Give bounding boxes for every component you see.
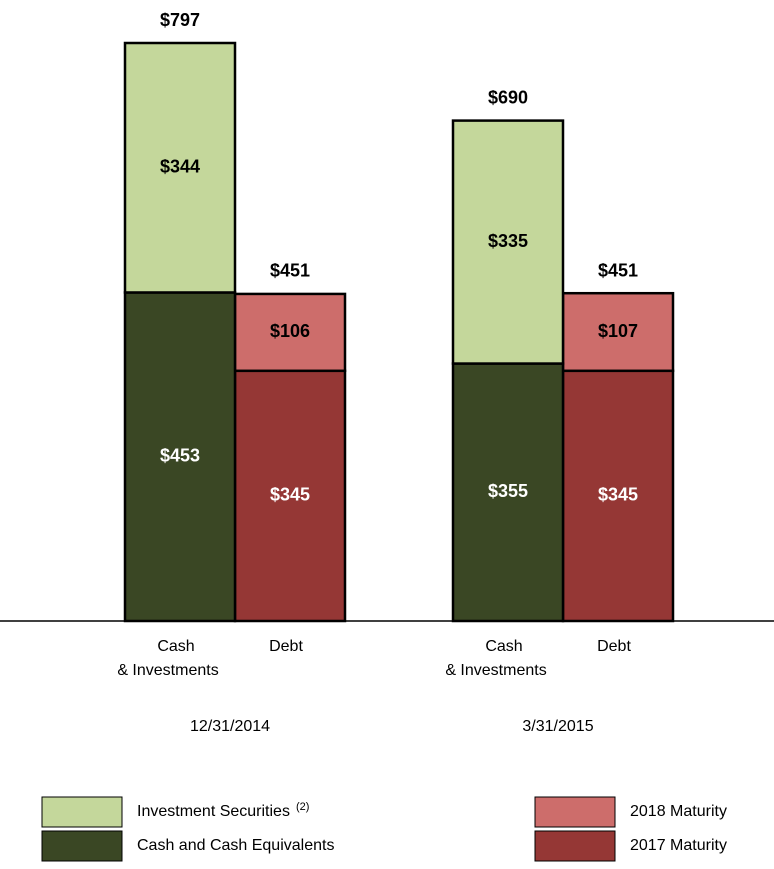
bar-segment bbox=[561, 369, 675, 623]
bar-segment bbox=[123, 291, 237, 623]
legend-swatch bbox=[41, 830, 123, 862]
total-label: $451 bbox=[270, 261, 310, 281]
total-label: $451 bbox=[598, 261, 638, 281]
legend-swatch bbox=[534, 796, 616, 828]
bar-segment bbox=[233, 292, 347, 373]
x-tick-label: & Investments bbox=[117, 662, 218, 679]
x-tick-label: Debt bbox=[269, 638, 303, 655]
x-tick-label: & Investments bbox=[445, 662, 546, 679]
bar-segment bbox=[233, 369, 347, 623]
legend-name: 2018 Maturity bbox=[630, 803, 727, 820]
bar-segment bbox=[561, 291, 675, 373]
bar-segment bbox=[123, 41, 237, 294]
value-label: $345 bbox=[598, 485, 638, 505]
legend-label: 2017 Maturity bbox=[630, 837, 727, 854]
value-label: $355 bbox=[488, 481, 528, 501]
value-label: $107 bbox=[598, 321, 638, 341]
legend-label: Investment Securities (2) bbox=[137, 801, 309, 820]
legend-swatch bbox=[41, 796, 123, 828]
x-tick-label: Cash bbox=[157, 638, 194, 655]
value-label: $106 bbox=[270, 321, 310, 341]
bar-segment bbox=[451, 119, 565, 365]
legend-swatch bbox=[534, 830, 616, 862]
value-label: $453 bbox=[160, 445, 200, 465]
value-label: $345 bbox=[270, 485, 310, 505]
legend-note: (2) bbox=[296, 801, 309, 813]
x-tick-label: Debt bbox=[597, 638, 631, 655]
legend-name: Cash and Cash Equivalents bbox=[137, 837, 334, 854]
value-label: $335 bbox=[488, 231, 528, 251]
legend-label: Cash and Cash Equivalents bbox=[137, 837, 334, 854]
value-label: $344 bbox=[160, 156, 200, 176]
x-tick-label: Cash bbox=[485, 638, 522, 655]
total-label: $797 bbox=[160, 10, 200, 30]
legend-name: 2017 Maturity bbox=[630, 837, 727, 854]
legend-label: 2018 Maturity bbox=[630, 803, 727, 820]
total-label: $690 bbox=[488, 87, 528, 107]
bar-segment bbox=[451, 362, 565, 623]
legend-name: Investment Securities bbox=[137, 803, 290, 820]
group-label: 12/31/2014 bbox=[190, 718, 270, 735]
group-label: 3/31/2015 bbox=[522, 718, 593, 735]
